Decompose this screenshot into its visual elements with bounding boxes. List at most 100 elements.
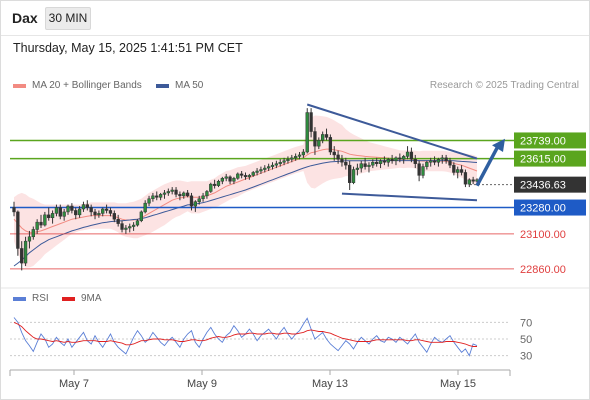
candle-body [367,164,371,167]
candle-body [270,164,275,167]
candle-body [209,183,213,192]
x-tick-label: May 7 [59,378,89,390]
x-tick-label: May 13 [312,378,348,390]
candle-body [39,221,43,226]
candle-body [20,248,24,264]
legend-rsi: RSI [13,293,49,304]
candle-body [239,173,244,176]
candle-body [309,112,313,132]
ma50-swatch [156,83,169,88]
candle-body [251,172,255,176]
rsi-tick-label-70: 70 [520,317,532,329]
level-label-23615.00: 23615.00 [520,154,566,166]
level-tag-23436.63 [514,176,586,193]
candle-body [112,213,116,220]
legend-bollinger: MA 20 + Bollinger Bands [13,80,142,91]
candle-body [31,229,35,238]
candle-body [85,204,89,208]
level-label-23280.00: 23280.00 [520,203,566,215]
candle-body [12,207,16,213]
level-label-23436.63: 23436.63 [520,180,566,192]
candle-body [197,198,201,202]
candle-body [151,195,155,200]
candle-body [371,161,375,166]
candle-body [224,176,228,179]
candle-body [116,218,120,224]
legend-rsi-ma: 9MA [62,293,102,304]
candle-body [185,192,190,197]
candle-body [328,137,333,153]
candle-body [417,163,421,176]
candle-body [131,224,136,227]
ma50-legend-label: MA 50 [175,80,204,91]
bollinger-swatch [13,83,26,88]
candle-body [425,161,429,167]
candle-body [313,131,317,147]
candle-body [344,161,348,166]
candle-body [429,160,433,163]
candle-body [301,151,306,156]
candle-body [108,210,113,214]
level-tag-23739.00 [514,132,586,149]
candle-body [394,157,398,162]
datetime-label: Thursday, May 15, 2025 1:41:51 PM CET [13,41,243,55]
candle-body [386,159,390,163]
candle-body [459,169,464,173]
candle-body [255,170,259,173]
x-tick-label: May 15 [440,378,476,390]
candle-body [375,161,379,164]
level-label-23100.00: 23100.00 [520,229,566,241]
x-tick-label: May 9 [187,378,217,390]
candle-body [93,211,97,216]
candle-body [444,157,448,162]
candle-body [452,164,456,173]
candle-body [228,176,232,182]
candle-body [212,183,217,186]
candle-body [324,134,329,138]
candle-body [355,167,360,170]
candle-body [456,169,460,173]
candle-body [201,195,205,200]
rsi-ma-swatch [62,296,75,301]
candle-body [54,207,59,214]
candle-body [174,189,178,195]
candle-body [274,163,279,166]
candle-body [390,159,394,162]
candle-body [178,194,182,197]
forecast-arrow-head [492,138,505,152]
candle-body [58,207,62,217]
level-label-22860.00: 22860.00 [520,264,566,276]
candle-body [421,166,425,176]
candle-body [278,161,282,164]
candle-body [124,227,128,230]
candle-body [405,151,410,157]
rsi-legend-label: RSI [32,293,49,304]
candle-body [290,157,294,160]
candle-body [259,169,263,172]
rsi-ma-legend-label: 9MA [81,293,102,304]
candle-body [89,207,93,213]
candle-body [50,213,55,219]
candle-body [97,213,101,216]
candle-body [16,211,20,249]
candle-body [70,205,74,211]
candle-body [471,179,475,182]
candle-body [74,210,78,216]
candle-body [321,134,325,141]
level-tag-23280.00 [514,199,586,216]
forecast-arrow-shaft [475,145,500,187]
timeframe-button[interactable]: 30 MIN [45,7,91,30]
candle-body [155,195,159,198]
research-credit: Research © 2025 Trading Central [429,80,579,91]
candle-body [267,166,271,169]
upper-trendline [306,103,478,160]
candle-body [409,151,414,160]
candle-body [467,179,471,185]
rsi-tick-label-30: 30 [520,351,532,363]
candle-body [286,159,290,162]
candle-body [432,160,437,163]
candle-body [81,204,86,210]
candle-body [120,223,124,230]
rsi-swatch [13,296,26,301]
